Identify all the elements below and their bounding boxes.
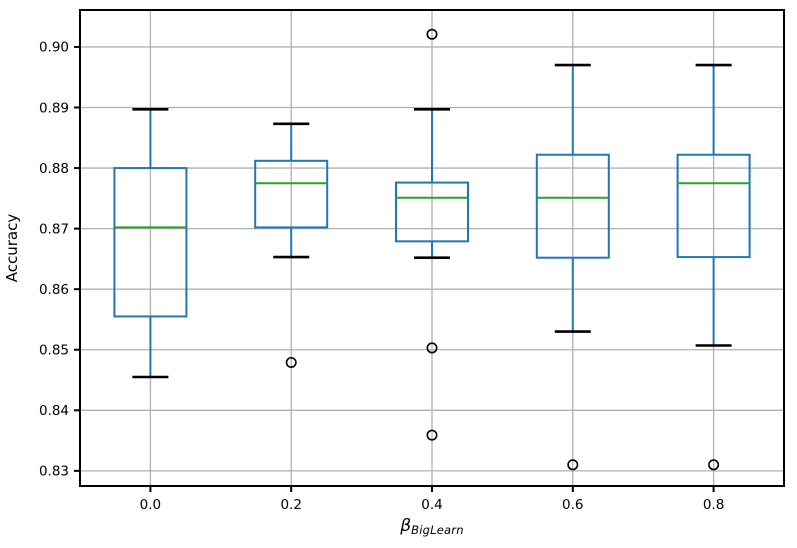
x-tick-label: 0.4 (421, 497, 442, 513)
outlier-point (567, 459, 579, 471)
box-group (676, 63, 751, 471)
outlier-point (426, 429, 438, 441)
box-group (395, 28, 469, 441)
iqr-box (254, 159, 329, 229)
outlier-point (285, 356, 297, 368)
box-group (254, 122, 329, 368)
y-tick-label: 0.87 (39, 221, 69, 237)
x-tick-label: 0.0 (140, 497, 161, 513)
x-axis-label-symbol: β (400, 516, 412, 536)
x-axis-label-subscript: BigLearn (411, 523, 464, 537)
iqr-box (535, 153, 610, 259)
y-tick-label: 0.88 (39, 161, 69, 177)
outlier-point (426, 342, 438, 354)
outlier-point (708, 459, 720, 471)
x-tick-label: 0.8 (703, 497, 724, 513)
y-tick-label: 0.89 (39, 100, 69, 116)
iqr-box (395, 181, 469, 243)
y-tick-label: 0.84 (39, 403, 69, 419)
y-tick-label: 0.86 (39, 282, 69, 298)
iqr-box (113, 167, 188, 318)
y-axis-label: Accuracy (3, 213, 21, 283)
y-tick-label: 0.83 (39, 464, 69, 480)
x-tick-label: 0.6 (562, 497, 583, 513)
box-group (535, 63, 610, 471)
outlier-point (426, 28, 438, 40)
y-tick-label: 0.85 (39, 343, 69, 359)
y-tick-label: 0.90 (39, 40, 69, 56)
iqr-box (676, 153, 751, 259)
x-tick-label: 0.2 (280, 497, 301, 513)
box-group (113, 108, 188, 379)
x-axis-label: βBigLearn (400, 516, 464, 537)
